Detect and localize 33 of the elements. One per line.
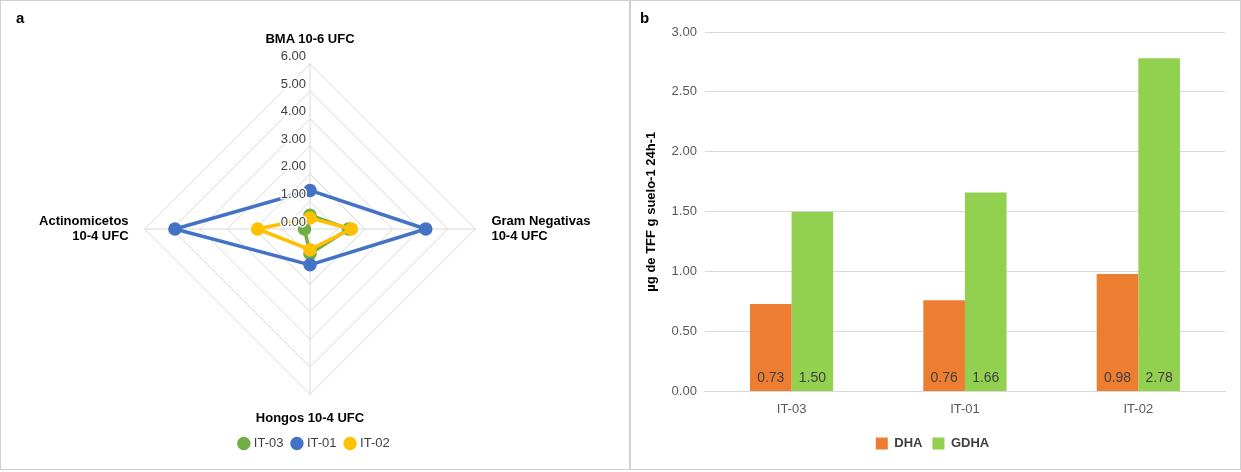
data-label: 1.50 (798, 369, 827, 386)
legend-label: IT-02 (360, 435, 390, 451)
data-label: 0.98 (1103, 369, 1132, 386)
data-label: 2.78 (1145, 369, 1173, 386)
y-tick-label: 2.00 (280, 158, 306, 174)
y-tick-label: 3.00 (671, 23, 697, 39)
x-tick-label: IT-02 (1123, 400, 1154, 416)
data-label: 0.73 (757, 369, 785, 386)
y-tick-label: 1.50 (671, 203, 697, 219)
y-tick-label: 0.50 (671, 323, 697, 339)
legend-label: IT-03 (253, 435, 284, 451)
y-tick-label: 2.50 (671, 83, 697, 99)
y-tick-label: 5.00 (280, 75, 306, 91)
legend-label: IT-01 (306, 435, 337, 451)
x-tick-label: IT-03 (776, 400, 807, 416)
spoke-label: Actinomicetos 10-4 UFC (39, 212, 130, 244)
data-label: 0.76 (930, 369, 958, 386)
chart-title: b (640, 9, 650, 27)
y-tick-label: 2.00 (671, 143, 697, 159)
chart-title: a (16, 9, 25, 27)
legend-label: DHA (894, 435, 924, 451)
y-tick-label: 4.00 (280, 103, 306, 119)
spoke-label: BMA 10-6 UFC (265, 31, 356, 47)
y-axis-title: µg de TFF g suelo-1 24h-1 (643, 131, 659, 292)
y-tick-label: 1.00 (671, 263, 697, 279)
legend-label: GDHA (950, 435, 990, 451)
spoke-label: Hongos 10-4 UFC (255, 409, 365, 425)
x-tick-label: IT-01 (950, 400, 980, 416)
data-label: 1.66 (972, 369, 1000, 386)
spoke-label: Gram Negativas 10-4 UFC (491, 212, 591, 244)
y-tick-label: 0.00 (671, 382, 697, 398)
y-tick-label: 6.00 (280, 48, 306, 64)
y-tick-label: 3.00 (280, 130, 306, 146)
